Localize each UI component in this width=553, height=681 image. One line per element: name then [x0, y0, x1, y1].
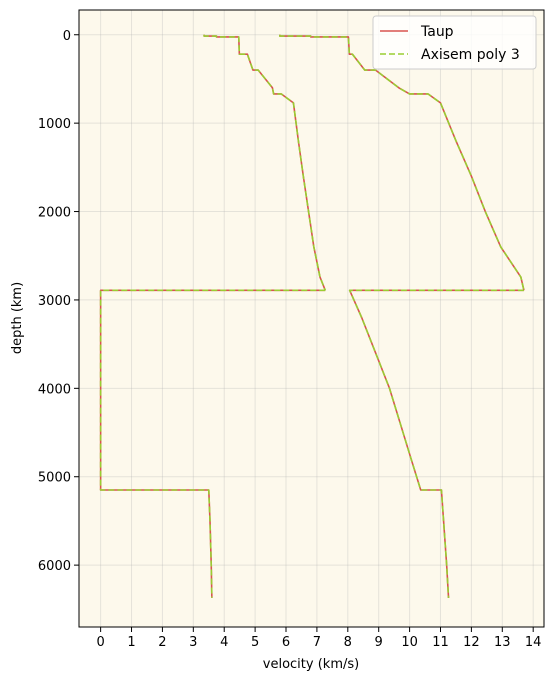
y-axis-label: depth (km) — [10, 282, 25, 354]
series-lines — [99, 34, 525, 598]
x-tick-label: 9 — [375, 635, 383, 650]
x-tick-label: 2 — [158, 635, 166, 650]
series-line-axisem-vs-outer-core — [99, 289, 326, 598]
x-tick-label: 10 — [401, 635, 418, 650]
x-tick-label: 1 — [127, 635, 135, 650]
legend: Taup Axisem poly 3 — [372, 15, 537, 70]
series-line-axisem-vp — [279, 34, 525, 291]
x-tick-label: 0 — [96, 635, 104, 650]
y-tick-label: 4000 — [38, 382, 71, 397]
y-tick-label: 5000 — [38, 471, 71, 486]
y-tick-label: 2000 — [38, 206, 71, 221]
x-tick-label: 4 — [220, 635, 228, 650]
y-tick-label: 3000 — [38, 294, 71, 309]
x-tick-label: 13 — [494, 635, 511, 650]
series-line-axisem-vs — [203, 34, 326, 291]
plot-frame — [78, 9, 545, 628]
x-tick-label: 12 — [463, 635, 480, 650]
legend-label-axisem: Axisem poly 3 — [421, 47, 520, 63]
legend-box — [372, 15, 537, 70]
y-tick-label: 1000 — [38, 117, 71, 132]
y-tick-label: 6000 — [38, 559, 71, 574]
series-line-axisem-vp-outer-core — [348, 289, 524, 598]
legend-label-taup: Taup — [420, 24, 454, 40]
x-tick-label: 3 — [189, 635, 197, 650]
ticks: 0 1 2 3 4 5 6 7 8 9 10 11 12 13 1401000200030004000500… — [38, 29, 542, 650]
x-axis-label: velocity (km/s) — [263, 657, 359, 672]
x-tick-label: 8 — [344, 635, 352, 650]
x-tick-label: 6 — [282, 635, 290, 650]
plot-background — [79, 10, 544, 627]
grid-lines — [79, 10, 544, 627]
x-tick-label: 5 — [251, 635, 259, 650]
x-tick-label: 14 — [525, 635, 542, 650]
x-tick-label: 7 — [313, 635, 321, 650]
x-tick-label: 11 — [432, 635, 449, 650]
y-tick-label: 0 — [63, 29, 71, 44]
